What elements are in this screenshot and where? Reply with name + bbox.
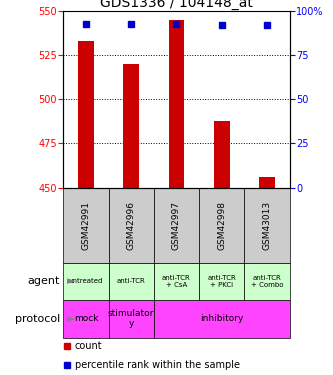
Text: percentile rank within the sample: percentile rank within the sample <box>75 360 239 369</box>
Bar <box>109 300 154 338</box>
Bar <box>168 20 184 188</box>
Bar <box>199 188 244 262</box>
Text: ►: ► <box>67 314 75 324</box>
Bar <box>63 300 109 338</box>
Bar <box>244 262 290 300</box>
Text: ►: ► <box>67 276 75 286</box>
Text: GSM42996: GSM42996 <box>127 201 136 249</box>
Text: GSM43013: GSM43013 <box>262 200 272 250</box>
Bar <box>109 262 154 300</box>
Text: stimulator
y: stimulator y <box>108 309 155 328</box>
Text: count: count <box>75 341 102 351</box>
Bar <box>63 262 109 300</box>
Bar <box>199 262 244 300</box>
Text: protocol: protocol <box>15 314 60 324</box>
Text: GSM42991: GSM42991 <box>81 201 91 249</box>
Text: untreated: untreated <box>69 278 103 284</box>
Bar <box>123 64 139 188</box>
Title: GDS1336 / 104148_at: GDS1336 / 104148_at <box>100 0 253 10</box>
Text: GSM42998: GSM42998 <box>217 201 226 249</box>
Bar <box>78 41 94 188</box>
Text: GSM42997: GSM42997 <box>172 201 181 249</box>
Text: anti-TCR
+ PKCi: anti-TCR + PKCi <box>207 275 236 288</box>
Text: anti-TCR: anti-TCR <box>117 278 146 284</box>
Bar <box>154 262 199 300</box>
Bar <box>244 188 290 262</box>
Text: agent: agent <box>28 276 60 286</box>
Bar <box>154 300 290 338</box>
Bar <box>109 188 154 262</box>
Text: anti-TCR
+ CsA: anti-TCR + CsA <box>162 275 191 288</box>
Text: inhibitory: inhibitory <box>200 314 243 323</box>
Bar <box>154 188 199 262</box>
Text: anti-TCR
+ Combo: anti-TCR + Combo <box>251 275 283 288</box>
Bar <box>214 120 230 188</box>
Bar <box>259 177 275 188</box>
Text: mock: mock <box>74 314 98 323</box>
Bar <box>63 188 109 262</box>
